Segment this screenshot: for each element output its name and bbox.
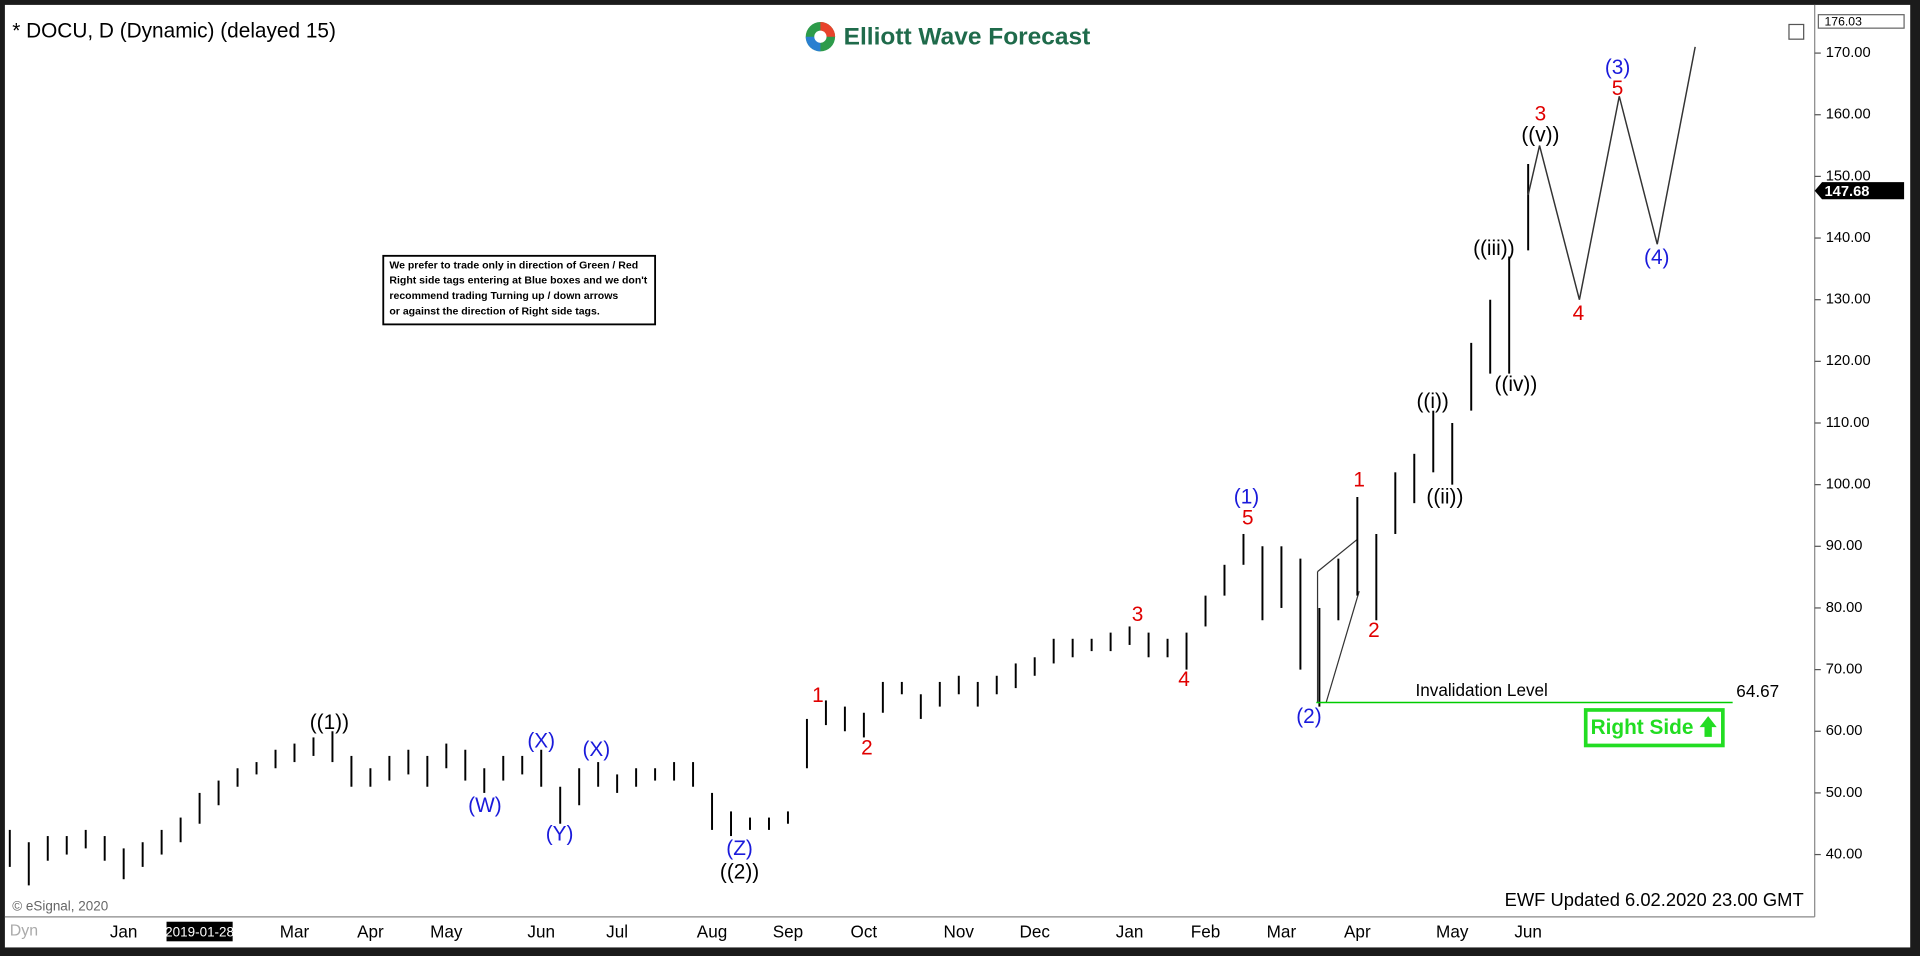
x-tick-label: Apr: [357, 921, 384, 941]
wave-label: (W): [468, 794, 501, 817]
x-tick-label: Mar: [1267, 921, 1297, 941]
y-tick-label: 70.00: [1826, 661, 1863, 677]
x-tick-label: Jun: [1514, 921, 1542, 941]
wave-label: 3: [1132, 603, 1144, 626]
x-tick-label: Mar: [280, 921, 310, 941]
wave-label: 3: [1535, 103, 1547, 126]
wedge-line: [1325, 591, 1360, 703]
note-box: [382, 254, 657, 326]
wave-label: ((ii)): [1426, 486, 1463, 509]
y-tick-label: 90.00: [1826, 538, 1863, 554]
wave-label: (Y): [546, 822, 574, 845]
right-side-label: Right Side: [1591, 716, 1694, 739]
x-tick-label: Jan: [110, 921, 138, 941]
wave-label: 1: [1353, 469, 1365, 492]
window-button[interactable]: [1788, 23, 1805, 40]
brand: Elliott Wave Forecast: [844, 23, 1091, 50]
projection-path: [1527, 46, 1696, 300]
wave-label: (2): [1296, 705, 1321, 728]
y-tick-label: 140.00: [1826, 230, 1871, 246]
cursor-date: 2019-01-28: [165, 924, 234, 939]
wave-label: 2: [861, 737, 873, 760]
note-line: or against the direction of Right side t…: [389, 305, 599, 317]
y-tick-label: 110.00: [1826, 415, 1870, 431]
wave-label: ((1)): [310, 711, 349, 734]
last-price-label: 147.68: [1824, 184, 1869, 200]
note-line: recommend trading Turning up / down arro…: [389, 290, 618, 302]
wave-label: ((2)): [720, 860, 759, 883]
y-tick-label: 130.00: [1826, 292, 1871, 308]
right-side-arrow: [1699, 716, 1717, 737]
wave-label: (4): [1644, 246, 1669, 269]
wave-label: 4: [1573, 302, 1585, 325]
y-tick-label: 150.00: [1826, 168, 1871, 184]
x-tick-label: Jun: [527, 921, 555, 941]
note-line: Right side tags entering at Blue boxes a…: [389, 275, 647, 287]
x-tick-label: Jan: [1116, 921, 1144, 941]
panel: [4, 4, 1911, 948]
x-tick-label: Sep: [773, 921, 803, 941]
wave-label: 4: [1178, 668, 1190, 691]
y-tick-label: 80.00: [1826, 600, 1863, 616]
copyright: © eSignal, 2020: [12, 899, 108, 914]
y-tick-label: 100.00: [1826, 477, 1871, 493]
wave-label: (1): [1234, 486, 1259, 509]
x-tick-label: Nov: [944, 921, 975, 941]
wave-label: ((v)): [1521, 123, 1559, 146]
wave-label: ((iii)): [1473, 237, 1515, 260]
y-tick-label: 60.00: [1826, 723, 1863, 739]
wave-label: (3): [1605, 56, 1630, 79]
wave-label: 2: [1368, 619, 1380, 642]
wedge-line: [1317, 539, 1358, 573]
note-line: We prefer to trade only in direction of …: [389, 259, 638, 271]
y-tick-label: 50.00: [1826, 785, 1863, 801]
logo-icon-center: [814, 30, 827, 43]
wave-label: 5: [1612, 77, 1624, 100]
watermark: Dyn: [10, 923, 38, 940]
top-price-label: 176.03: [1824, 14, 1862, 28]
x-tick-label: Feb: [1191, 921, 1221, 941]
top-price-box: [1817, 14, 1905, 29]
wave-label: 1: [812, 684, 824, 707]
x-tick-label: May: [1436, 921, 1469, 941]
wave-label: (Z): [726, 837, 753, 860]
y-tick-label: 40.00: [1826, 846, 1863, 862]
y-tick-label: 160.00: [1826, 107, 1871, 123]
x-tick-label: Dec: [1019, 921, 1050, 941]
x-tick-label: May: [430, 921, 463, 941]
note: We prefer to trade only in direction of …: [389, 259, 647, 317]
cursor-date-box: [166, 921, 233, 942]
y-tick-label: 170.00: [1826, 45, 1871, 61]
wave-label: ((i)): [1416, 390, 1448, 413]
wave-label: (X): [527, 729, 555, 752]
invalidation-label: Invalidation Level: [1416, 680, 1548, 700]
logo: Elliott Wave Forecast: [805, 22, 1091, 52]
wave-label: 5: [1242, 507, 1254, 530]
invalidation-value: 64.67: [1736, 681, 1779, 701]
x-tick-label: Aug: [697, 921, 727, 941]
y-tick-label: 120.00: [1826, 353, 1871, 369]
wave-label: ((iv)): [1495, 373, 1538, 396]
last-price-box: [1814, 182, 1905, 200]
right-side-box: [1583, 708, 1725, 748]
wave-label: (X): [582, 738, 610, 761]
chart-title: * DOCU, D (Dynamic) (delayed 15): [12, 19, 336, 42]
x-tick-label: Apr: [1344, 921, 1371, 941]
x-tick-label: Jul: [606, 921, 628, 941]
updated: EWF Updated 6.02.2020 23.00 GMT: [1505, 889, 1804, 910]
x-tick-label: Oct: [851, 921, 878, 941]
